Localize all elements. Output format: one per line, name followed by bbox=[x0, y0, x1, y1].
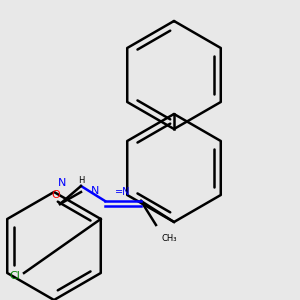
Text: H: H bbox=[78, 176, 84, 185]
Text: CH₃: CH₃ bbox=[162, 234, 178, 243]
Text: O: O bbox=[51, 190, 60, 200]
Text: =N: =N bbox=[115, 187, 131, 197]
Text: N: N bbox=[91, 185, 99, 196]
Text: Cl: Cl bbox=[10, 271, 20, 281]
Text: N: N bbox=[58, 178, 66, 188]
